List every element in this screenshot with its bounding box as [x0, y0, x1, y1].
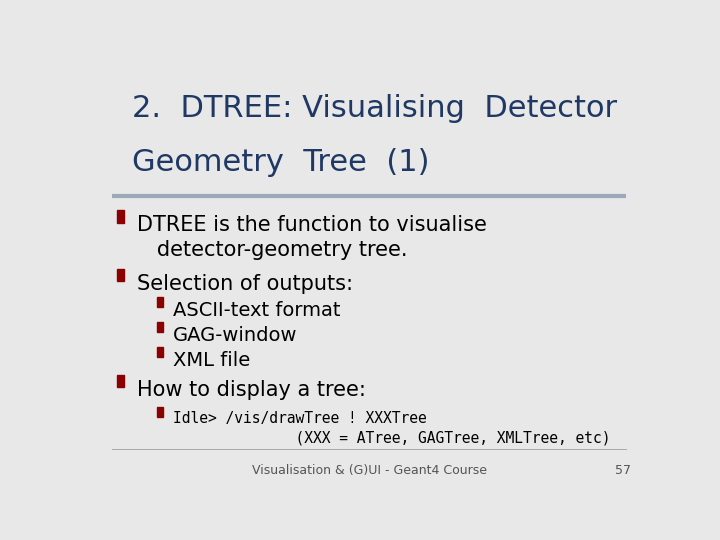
Text: Visualisation & (G)UI - Geant4 Course: Visualisation & (G)UI - Geant4 Course: [251, 464, 487, 477]
Bar: [117, 375, 124, 387]
Bar: [117, 268, 124, 281]
Text: Idle> /vis/drawTree ! XXXTree
              (XXX = ATree, GAGTree, XMLTree, etc): Idle> /vis/drawTree ! XXXTree (XXX = ATr…: [173, 411, 610, 446]
Text: 2.  DTREE: Visualising  Detector: 2. DTREE: Visualising Detector: [132, 94, 617, 123]
Text: How to display a tree:: How to display a tree:: [138, 380, 366, 400]
Text: GAG-window: GAG-window: [173, 326, 297, 345]
Text: Geometry  Tree  (1): Geometry Tree (1): [132, 148, 429, 177]
Bar: [157, 347, 163, 357]
Text: XML file: XML file: [173, 350, 250, 370]
Text: Selection of outputs:: Selection of outputs:: [138, 274, 354, 294]
Bar: [117, 211, 124, 223]
Text: 57: 57: [616, 464, 631, 477]
Text: ASCII-text format: ASCII-text format: [173, 301, 340, 320]
Text: DTREE is the function to visualise
   detector-geometry tree.: DTREE is the function to visualise detec…: [138, 215, 487, 260]
Bar: [157, 321, 163, 332]
Bar: [157, 296, 163, 307]
Bar: [157, 407, 163, 417]
